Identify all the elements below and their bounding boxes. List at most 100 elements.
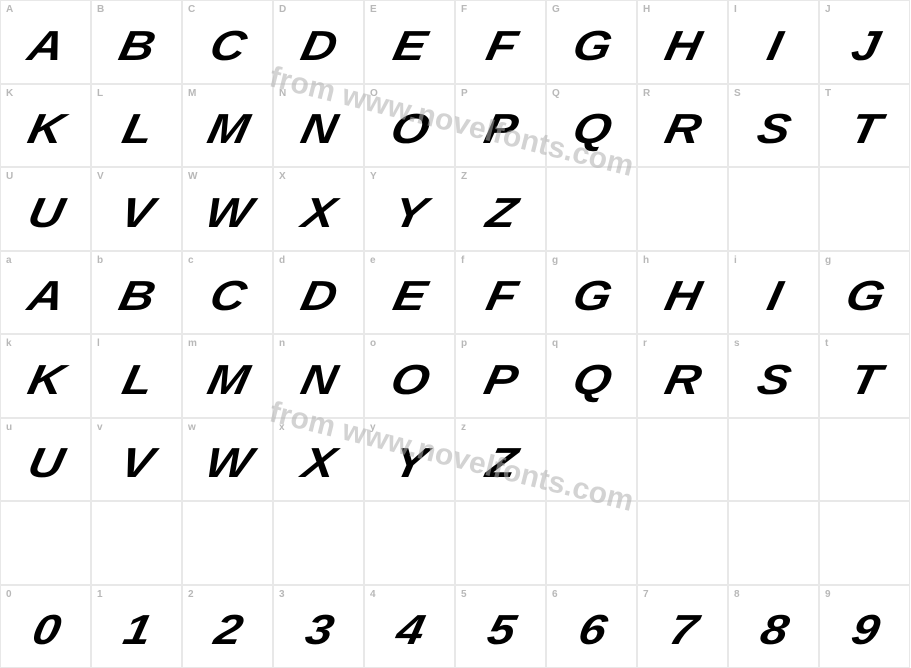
- glyph-cell: KK: [0, 84, 91, 168]
- cell-glyph: M: [204, 108, 251, 150]
- cell-label: l: [97, 338, 100, 349]
- glyph-cell: xX: [273, 418, 364, 502]
- cell-label: B: [97, 4, 104, 15]
- empty-cell: [637, 167, 728, 251]
- glyph-cell: DD: [273, 0, 364, 84]
- cell-glyph: I: [763, 275, 783, 317]
- glyph-cell: 33: [273, 585, 364, 668]
- cell-glyph: K: [25, 359, 67, 401]
- glyph-cell: AA: [0, 0, 91, 84]
- glyph-cell: pP: [455, 334, 546, 418]
- glyph-cell: dD: [273, 251, 364, 335]
- glyph-cell: QQ: [546, 84, 637, 168]
- cell-glyph: 7: [666, 609, 699, 651]
- glyph-cell: NN: [273, 84, 364, 168]
- cell-glyph: I: [763, 25, 783, 67]
- glyph-cell: 00: [0, 585, 91, 668]
- empty-cell: [728, 167, 819, 251]
- cell-glyph: R: [662, 108, 704, 150]
- glyph-cell: tT: [819, 334, 910, 418]
- cell-label: 2: [188, 589, 194, 600]
- glyph-cell: sS: [728, 334, 819, 418]
- empty-cell: [637, 418, 728, 502]
- cell-glyph: H: [662, 25, 704, 67]
- cell-glyph: 5: [484, 609, 517, 651]
- glyph-cell: II: [728, 0, 819, 84]
- cell-label: 7: [643, 589, 649, 600]
- cell-glyph: P: [481, 108, 520, 150]
- glyph-cell: EE: [364, 0, 455, 84]
- glyph-cell: eE: [364, 251, 455, 335]
- glyph-cell: FF: [455, 0, 546, 84]
- cell-glyph: A: [25, 25, 67, 67]
- cell-label: S: [734, 88, 741, 99]
- cell-label: g: [552, 255, 558, 266]
- glyph-cell: fF: [455, 251, 546, 335]
- glyph-cell: kK: [0, 334, 91, 418]
- glyph-cell: bB: [91, 251, 182, 335]
- glyph-cell: 88: [728, 585, 819, 668]
- glyph-cell: XX: [273, 167, 364, 251]
- cell-label: t: [825, 338, 828, 349]
- glyph-cell: 77: [637, 585, 728, 668]
- cell-glyph: Y: [390, 442, 429, 484]
- glyph-cell: LL: [91, 84, 182, 168]
- cell-label: v: [97, 422, 103, 433]
- cell-label: y: [370, 422, 376, 433]
- cell-glyph: F: [482, 25, 518, 67]
- cell-label: T: [825, 88, 831, 99]
- glyph-cell: 44: [364, 585, 455, 668]
- cell-glyph: X: [299, 192, 338, 234]
- cell-label: P: [461, 88, 468, 99]
- glyph-cell: WW: [182, 167, 273, 251]
- glyph-cell: gG: [819, 251, 910, 335]
- cell-label: X: [279, 171, 286, 182]
- glyph-cell: rR: [637, 334, 728, 418]
- cell-glyph: X: [299, 442, 338, 484]
- empty-cell: [819, 418, 910, 502]
- glyph-cell: HH: [637, 0, 728, 84]
- cell-label: J: [825, 4, 831, 15]
- glyph-cell: zZ: [455, 418, 546, 502]
- empty-cell: [728, 418, 819, 502]
- cell-label: i: [734, 255, 737, 266]
- cell-glyph: N: [298, 359, 340, 401]
- glyph-cell: SS: [728, 84, 819, 168]
- cell-glyph: E: [390, 25, 429, 67]
- glyph-cell: 55: [455, 585, 546, 668]
- glyph-cell: hH: [637, 251, 728, 335]
- empty-cell: [364, 501, 455, 585]
- cell-glyph: 1: [120, 609, 153, 651]
- cell-glyph: W: [201, 192, 253, 234]
- cell-glyph: G: [569, 275, 613, 317]
- cell-glyph: B: [116, 275, 158, 317]
- cell-label: G: [552, 4, 560, 15]
- empty-cell: [455, 501, 546, 585]
- cell-glyph: S: [754, 108, 793, 150]
- cell-label: m: [188, 338, 197, 349]
- cell-label: 3: [279, 589, 285, 600]
- cell-label: Q: [552, 88, 560, 99]
- cell-glyph: W: [201, 442, 253, 484]
- glyph-cell: vV: [91, 418, 182, 502]
- cell-label: g: [825, 255, 831, 266]
- cell-label: I: [734, 4, 737, 15]
- cell-glyph: H: [662, 275, 704, 317]
- cell-glyph: C: [207, 25, 249, 67]
- cell-label: 5: [461, 589, 467, 600]
- empty-cell: [91, 501, 182, 585]
- cell-label: V: [97, 171, 104, 182]
- cell-glyph: G: [842, 275, 886, 317]
- cell-glyph: U: [25, 192, 67, 234]
- glyph-cell: MM: [182, 84, 273, 168]
- cell-glyph: N: [298, 108, 340, 150]
- glyph-cell: CC: [182, 0, 273, 84]
- cell-glyph: 6: [575, 609, 608, 651]
- cell-label: L: [97, 88, 103, 99]
- cell-label: D: [279, 4, 286, 15]
- cell-label: M: [188, 88, 196, 99]
- cell-label: n: [279, 338, 285, 349]
- cell-glyph: G: [569, 25, 613, 67]
- cell-glyph: L: [118, 359, 154, 401]
- font-chart-grid: AABBCCDDEEFFGGHHIIJJKKLLMMNNOOPPQQRRSSTT…: [0, 0, 910, 668]
